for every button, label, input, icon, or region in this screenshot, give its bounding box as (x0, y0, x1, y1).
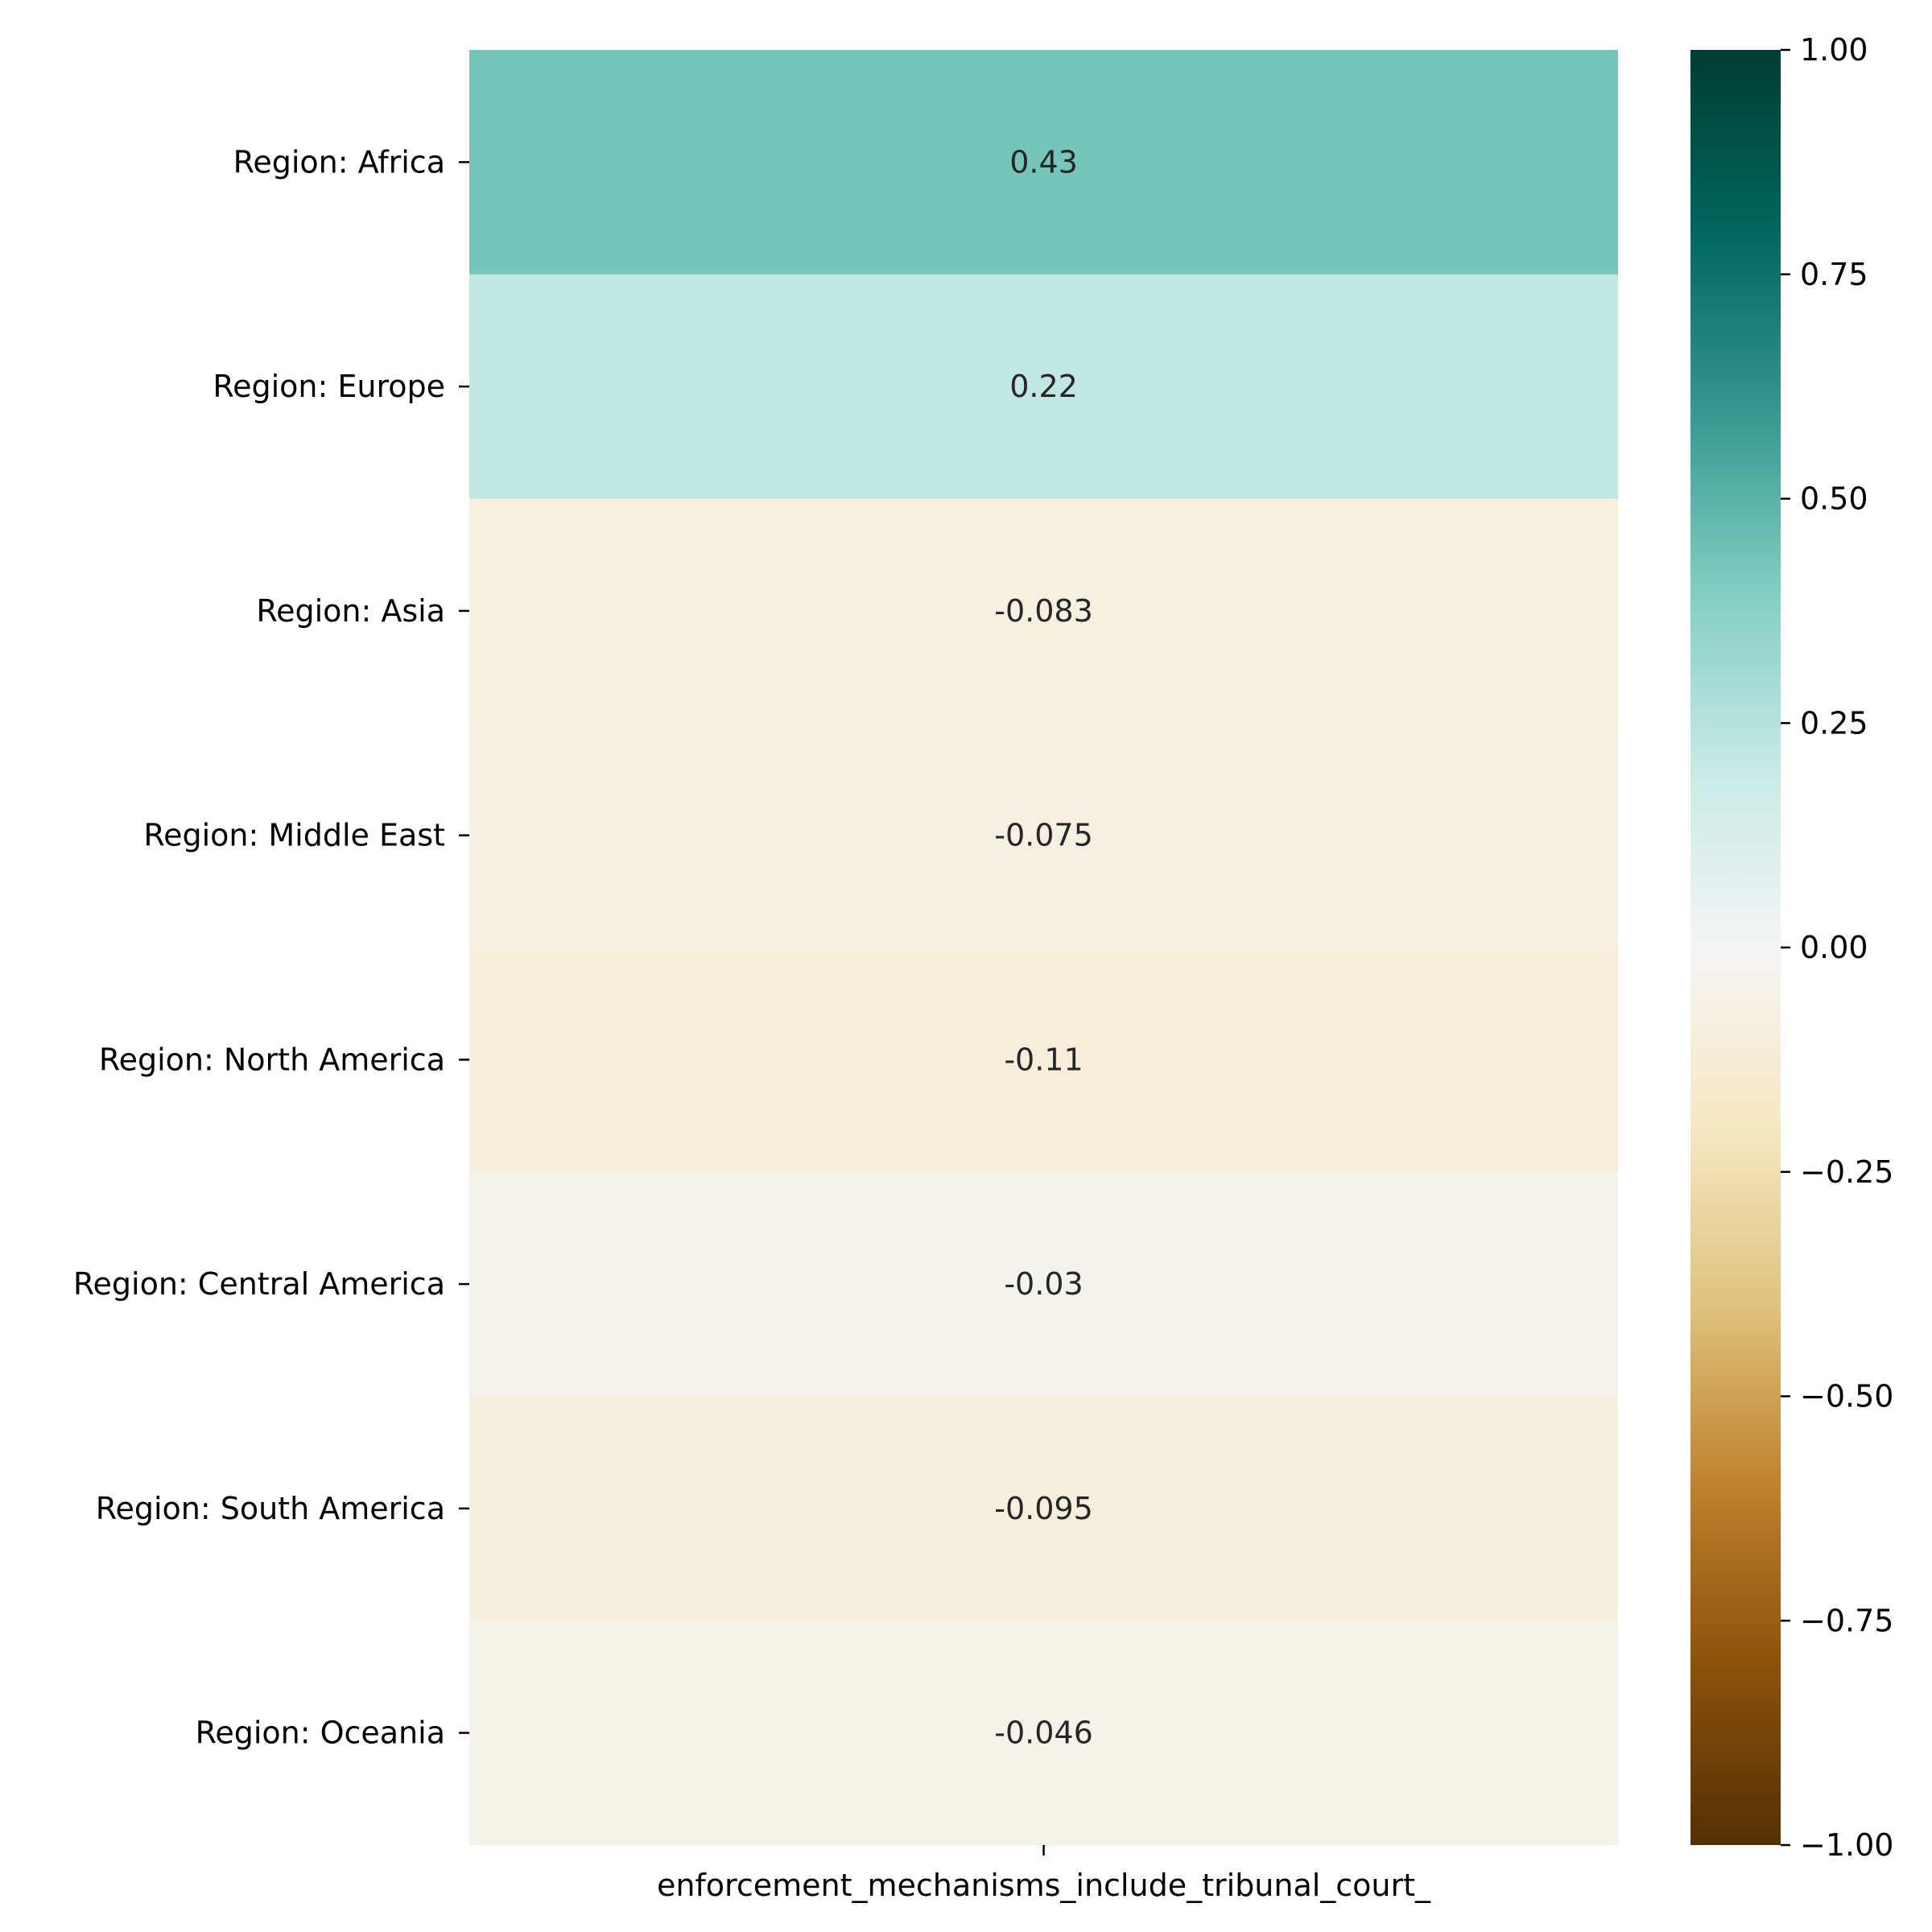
cell-value-label: -0.03 (1004, 1266, 1083, 1302)
colorbar-tick-label: 0.25 (1800, 705, 1868, 741)
y-tick-label: Region: South America (96, 1491, 445, 1526)
colorbar-tick-label: −0.25 (1800, 1154, 1893, 1190)
y-tick-label: Region: Africa (233, 144, 445, 180)
heatmap-cell (469, 1620, 1618, 1846)
x-tick-label: enforcement_mechanisms_include_tribunal_… (657, 1868, 1431, 1903)
colorbar-tick-label: 0.50 (1800, 481, 1868, 517)
heatmap-cell (469, 274, 1618, 499)
y-tick-label: Region: Middle East (143, 818, 445, 853)
y-tick-label: Region: Oceania (196, 1715, 445, 1751)
x-axis: enforcement_mechanisms_include_tribunal_… (657, 1845, 1431, 1903)
cell-value-label: -0.083 (994, 593, 1093, 629)
colorbar-gradient (1690, 50, 1781, 1845)
cell-value-label: -0.095 (994, 1491, 1093, 1526)
cell-value-label: -0.075 (994, 818, 1093, 853)
y-tick-label: Region: Central America (73, 1266, 445, 1302)
colorbar: 1.00 0.75 0.50 0.25 0.00 −0.25 −0.50 −0.75 −1.00 (1690, 32, 1893, 1863)
cell-value-label: -0.046 (994, 1715, 1093, 1751)
heatmap-cell (469, 1171, 1618, 1397)
colorbar-tick-label: 0.75 (1800, 257, 1868, 292)
colorbar-tick-label: −0.75 (1800, 1603, 1893, 1638)
heatmap-cell (469, 947, 1618, 1173)
colorbar-tick-label: 1.00 (1800, 32, 1868, 68)
heatmap-cell (469, 498, 1618, 724)
heatmap-cell (469, 50, 1618, 275)
heatmap-cells: 0.43 0.22 -0.083 -0.075 -0.11 -0.03 -0.095 -0.0… (469, 50, 1618, 1846)
cell-value-label: 0.22 (1009, 369, 1078, 404)
y-axis-labels: Region: Africa Region: Europe Region: Asia… (73, 144, 469, 1751)
y-tick-label: Region: Asia (256, 593, 445, 629)
heatmap-cell (469, 723, 1618, 948)
cell-value-label: -0.11 (1004, 1042, 1083, 1077)
cell-value-label: 0.43 (1009, 144, 1078, 180)
colorbar-tick-label: 0.00 (1800, 930, 1868, 965)
y-tick-label: Region: North America (99, 1042, 445, 1077)
colorbar-tick-label: −0.50 (1800, 1379, 1893, 1414)
colorbar-tick-label: −1.00 (1800, 1827, 1893, 1863)
y-tick-label: Region: Europe (213, 369, 445, 404)
heatmap-cell (469, 1396, 1618, 1621)
